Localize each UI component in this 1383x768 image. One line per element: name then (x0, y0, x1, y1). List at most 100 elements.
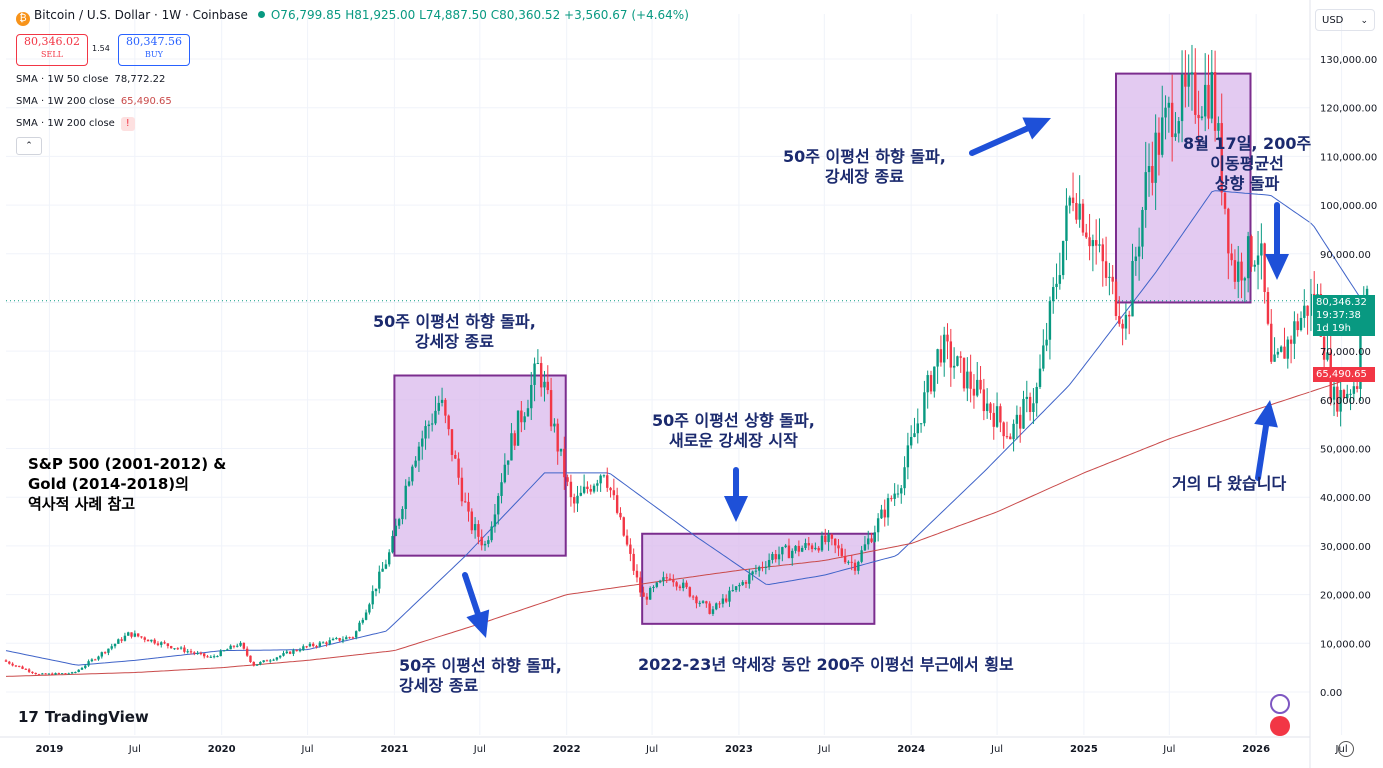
y-tick-label: 110,000.00 (1320, 152, 1377, 163)
currency-value: USD (1322, 15, 1344, 26)
candle-body (440, 399, 444, 403)
time-axis[interactable]: 2019 Jul 2020 Jul 2021 Jul 2022 Jul 2023 Jul 2024 J… (0, 736, 1348, 755)
candle-body (1227, 208, 1230, 254)
candle-body (57, 673, 61, 675)
candle-body (1068, 197, 1071, 206)
candle-body (1266, 292, 1270, 324)
candle-body (41, 673, 44, 675)
candle-body (222, 650, 226, 652)
candle-body (206, 656, 209, 658)
indicator-name: SMA · 1W 50 close (16, 74, 109, 85)
candle-body (1299, 317, 1303, 331)
candle-body (434, 410, 437, 424)
collapse-indicators-button[interactable]: ⌃ (16, 137, 42, 155)
x-tick-label: 2024 (897, 744, 925, 755)
candle-body (972, 388, 976, 396)
candle-body (374, 588, 378, 592)
candle-body (923, 392, 926, 424)
candle-body (781, 547, 784, 555)
candle-body (890, 498, 893, 500)
candle-body (946, 334, 949, 342)
candle-body (1154, 132, 1157, 183)
candle-body (1276, 351, 1280, 355)
candle-body (1289, 339, 1293, 344)
tradingview-icon: 17 (18, 708, 39, 726)
y-tick-label: 40,000.00 (1320, 493, 1371, 504)
candle-body (401, 508, 404, 520)
candle-body (1230, 253, 1233, 261)
buy-button[interactable]: 80,347.56 BUY (118, 34, 190, 66)
candle-body (721, 598, 725, 604)
candle-body (615, 495, 619, 513)
candle-body (609, 487, 612, 491)
candle-body (404, 485, 407, 509)
candle-body (275, 657, 279, 660)
settings-icon[interactable] (1338, 741, 1354, 757)
candle-body (490, 526, 493, 541)
candle-body (18, 665, 21, 667)
spread-value: 1.54 (92, 44, 110, 53)
candle-body (1220, 123, 1223, 193)
candle-body (1246, 236, 1250, 279)
arrow-shaft (969, 125, 1031, 156)
candle-body (47, 673, 51, 675)
candle-body (662, 577, 665, 581)
candle-body (833, 538, 837, 546)
candle-body (394, 525, 398, 537)
candle-body (169, 646, 173, 649)
candle-body (245, 648, 249, 656)
candle-body (536, 363, 540, 365)
candle-body (239, 642, 242, 646)
candle-body (979, 379, 982, 390)
warning-icon[interactable]: ! (120, 117, 135, 131)
candle-body (173, 648, 176, 650)
candle-body (318, 642, 322, 647)
candle-body (556, 423, 559, 452)
symbol-title[interactable]: Bitcoin / U.S. Dollar · 1W · Coinbase (34, 8, 248, 22)
candle-body (242, 642, 246, 649)
x-tick-label: 2025 (1070, 744, 1098, 755)
candle-body (1346, 393, 1349, 399)
candle-body (60, 673, 64, 675)
candle-body (345, 637, 348, 640)
candle-body (648, 587, 652, 600)
candle-body (682, 582, 685, 589)
highlight-box (393, 374, 567, 557)
candle-body (774, 553, 777, 560)
candle-body (1180, 74, 1184, 122)
x-tick-label: 2022 (553, 744, 581, 755)
candle-body (1253, 264, 1256, 267)
ohlc-close: C80,360.52 (490, 8, 561, 22)
currency-select[interactable]: USD ⌄ (1315, 9, 1375, 31)
candle-body (919, 423, 923, 425)
candle-body (146, 639, 150, 642)
candle-body (74, 672, 77, 674)
arrow-head (1254, 400, 1278, 428)
indicator-sma200-error[interactable]: SMA · 1W 200 close! (16, 117, 135, 131)
lightning-icon[interactable] (1270, 694, 1290, 714)
candle-body (952, 365, 956, 368)
candle-body (1200, 116, 1204, 119)
candle-body (120, 639, 123, 641)
candle-body (956, 356, 959, 366)
candle-body (787, 545, 791, 559)
candle-body (1263, 243, 1266, 293)
price-axis[interactable]: 0.00 10,000.00 20,000.00 30,000.00 40,000.00… (1309, 0, 1377, 768)
candle-body (794, 545, 797, 551)
annotation-almost-there: 거의 다 왔습니다 (1172, 474, 1287, 493)
candle-body (579, 492, 583, 496)
flag-icon[interactable] (1270, 716, 1290, 736)
indicator-sma50[interactable]: SMA · 1W 50 close 78,772.22 (16, 74, 165, 85)
candle-body (622, 517, 625, 536)
annotation-historical-reference: S&P 500 (2001-2012) & Gold (2014-2018)의 역사… (28, 455, 227, 513)
candle-body (896, 493, 900, 495)
sell-button[interactable]: 80,346.02 SELL (16, 34, 88, 66)
tradingview-logo[interactable]: 17 TradingView (18, 708, 149, 726)
indicator-sma200[interactable]: SMA · 1W 200 close 65,490.65 (16, 96, 172, 107)
candle-body (378, 571, 381, 589)
symbol-header: ₿ Bitcoin / U.S. Dollar · 1W · Coinbase O7… (16, 8, 689, 26)
candle-body (361, 619, 364, 623)
x-tick-label: 2023 (725, 744, 753, 755)
candle-body (1336, 386, 1339, 412)
